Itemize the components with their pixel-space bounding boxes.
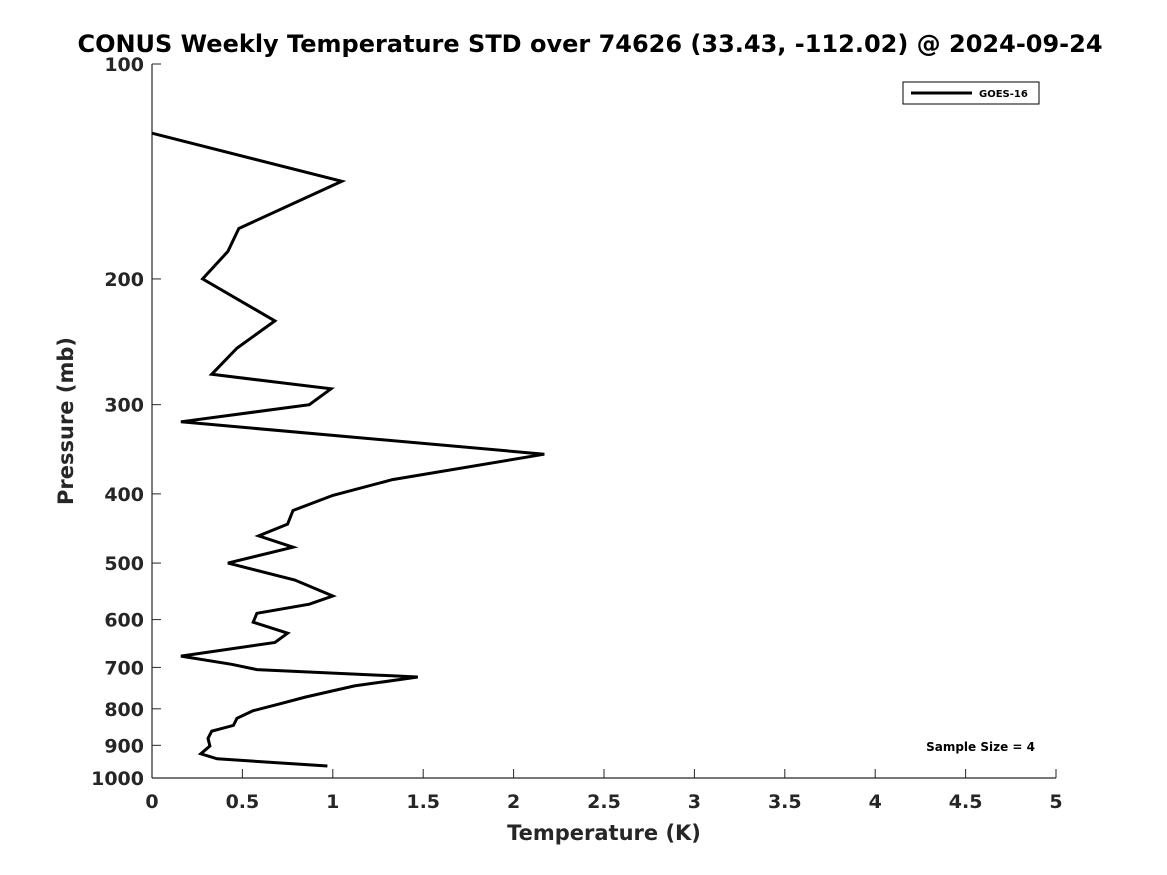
x-axis-ticks: 0 0.5 1 1.5 2 2.5 3 3.5 4 4.5 5 [145,769,1063,813]
y-tick-label: 800 [104,699,144,721]
y-tick-label: 900 [104,735,144,757]
x-tick-label: 2 [507,791,520,813]
y-tick-label: 500 [104,553,144,575]
x-tick-label: 3 [688,791,701,813]
x-tick-label: 0.5 [226,791,260,813]
x-tick-label: 2.5 [587,791,621,813]
y-axis-ticks: 100 200 300 400 500 600 700 800 900 1000 [91,54,161,790]
series-line-goes-16 [151,131,545,768]
y-tick-label: 100 [104,54,144,76]
series-layer [151,131,545,768]
y-tick-label: 700 [104,657,144,679]
x-tick-label: 4 [869,791,882,813]
legend: GOES-16 [902,81,1040,105]
y-tick-label: 200 [104,269,144,291]
y-tick-label: 300 [104,395,144,417]
x-tick-label: 4.5 [949,791,983,813]
sample-size-annotation: Sample Size = 4 [926,740,1035,754]
x-tick-label: 0 [145,791,158,813]
x-tick-label: 1.5 [406,791,440,813]
y-tick-label: 1000 [91,768,144,790]
x-tick-label: 1 [326,791,339,813]
y-axis-label: Pressure (mb) [54,337,78,505]
x-axis-label: Temperature (K) [507,821,701,845]
chart-title: CONUS Weekly Temperature STD over 74626 … [77,30,1102,58]
x-tick-label: 3.5 [768,791,802,813]
x-tick-label: 5 [1049,791,1062,813]
legend-entry-goes-16: GOES-16 [979,89,1028,100]
y-tick-label: 400 [104,484,144,506]
y-tick-label: 600 [104,610,144,632]
